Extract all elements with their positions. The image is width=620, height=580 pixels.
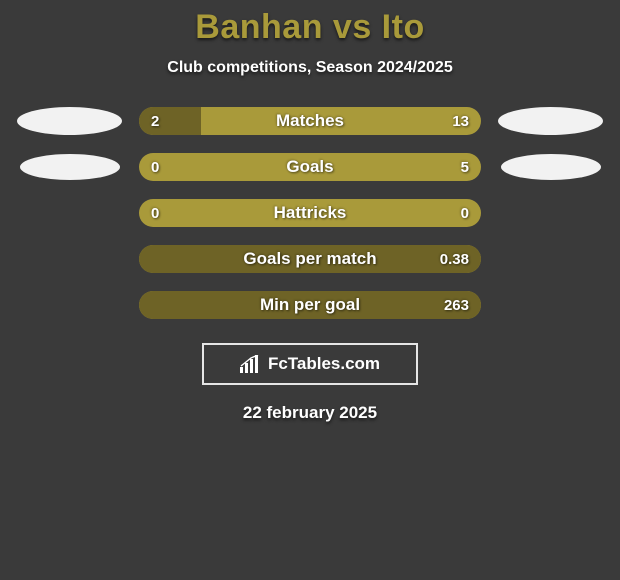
- stat-bar: 213Matches: [139, 107, 481, 135]
- brand-logo-box: FcTables.com: [202, 343, 418, 385]
- left-badge-slot: [0, 199, 139, 227]
- stat-bar-fill-left: [139, 291, 481, 319]
- page-subtitle: Club competitions, Season 2024/2025: [0, 59, 620, 77]
- bar-chart-icon: [240, 355, 262, 373]
- left-badge-placeholder: [17, 107, 122, 135]
- stat-label: Hattricks: [139, 199, 481, 227]
- right-badge-slot: [481, 107, 620, 135]
- comparison-canvas: Banhan vs Ito Club competitions, Season …: [0, 0, 620, 580]
- left-badge-slot: [0, 245, 139, 273]
- right-badge-slot: [481, 153, 620, 181]
- stat-bar-fill-left: [139, 107, 201, 135]
- stat-row: 0 0Hattricks: [0, 199, 620, 227]
- stat-left-value: 0: [151, 199, 159, 227]
- brand-logo-text: FcTables.com: [268, 354, 380, 374]
- right-badge-slot: [481, 199, 620, 227]
- brand-logo: FcTables.com: [240, 354, 380, 374]
- stat-right-value: 13: [452, 107, 469, 135]
- stat-row: 263Min per goal: [0, 291, 620, 319]
- stat-right-value: 0: [461, 199, 469, 227]
- page-title: Banhan vs Ito: [0, 0, 620, 47]
- stat-right-value: 5: [461, 153, 469, 181]
- stat-bar: 0 5Goals: [139, 153, 481, 181]
- stat-bar: 263Min per goal: [139, 291, 481, 319]
- right-badge-placeholder: [498, 107, 603, 135]
- left-badge-placeholder: [20, 154, 120, 180]
- left-badge-slot: [0, 153, 139, 181]
- right-badge-slot: [481, 291, 620, 319]
- stat-left-value: 0: [151, 153, 159, 181]
- left-badge-slot: [0, 291, 139, 319]
- stat-bar: 0 0Hattricks: [139, 199, 481, 227]
- stat-label: Goals: [139, 153, 481, 181]
- stat-row: 213Matches: [0, 107, 620, 135]
- right-badge-placeholder: [501, 154, 601, 180]
- stat-bar: 0.38Goals per match: [139, 245, 481, 273]
- date-label: 22 february 2025: [0, 403, 620, 423]
- stat-bar-fill-left: [139, 245, 481, 273]
- stat-rows: 213Matches05Goals00Hattricks0.38Goals pe…: [0, 107, 620, 337]
- stat-row: 0 5Goals: [0, 153, 620, 181]
- left-badge-slot: [0, 107, 139, 135]
- right-badge-slot: [481, 245, 620, 273]
- stat-row: 0.38Goals per match: [0, 245, 620, 273]
